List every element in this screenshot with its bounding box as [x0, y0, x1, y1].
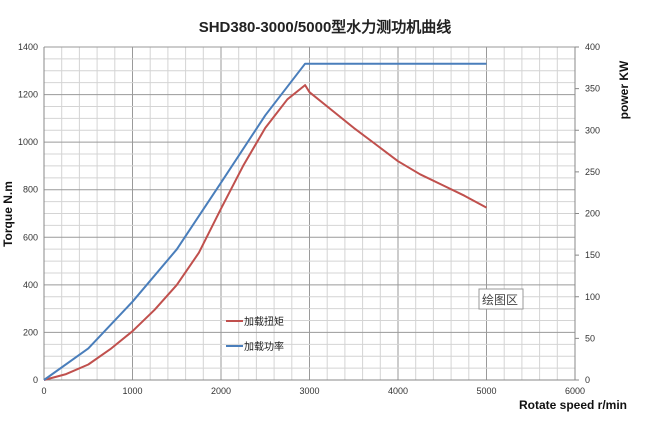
chart-title: SHD380-3000/5000型水力测功机曲线	[199, 18, 452, 36]
x-tick-label: 4000	[388, 386, 408, 396]
y2-tick-label: 350	[585, 84, 600, 94]
plot-area-tooltip: 绘图区	[478, 288, 524, 310]
y2-tick-label: 300	[585, 125, 600, 135]
tooltip-box	[478, 288, 524, 310]
y2-axis-label: power KW	[617, 60, 631, 119]
legend: 加载扭矩 加载功率	[226, 315, 284, 353]
series-line-power	[43, 62, 487, 381]
y-axis-label: Torque N.m	[1, 181, 15, 247]
y-tick-label: 0	[33, 375, 38, 385]
y-tick-label: 600	[23, 232, 38, 242]
y2-tick-label: 50	[585, 333, 595, 343]
x-tick-label: 0	[41, 386, 46, 396]
x-axis-label: Rotate speed r/min	[519, 398, 627, 412]
y-tick-label: 1000	[18, 137, 38, 147]
x-tick-label: 5000	[476, 386, 496, 396]
y-tick-label: 400	[23, 280, 38, 290]
y2-tick-label: 250	[585, 167, 600, 177]
x-tick-label: 1000	[122, 386, 142, 396]
y2-tick-label: 200	[585, 209, 600, 219]
series-line-torque	[43, 84, 487, 381]
y2-tick-label: 150	[585, 250, 600, 260]
x-tick-label: 6000	[565, 386, 585, 396]
legend-label-torque: 加载扭矩	[244, 315, 284, 328]
x-tick-label: 3000	[299, 386, 319, 396]
y2-tick-label: 0	[585, 375, 590, 385]
tooltip-text: 绘图区	[482, 292, 518, 307]
x-tick-label: 2000	[211, 386, 231, 396]
y-tick-label: 200	[23, 327, 38, 337]
y2-tick-label: 400	[585, 42, 600, 52]
y-tick-label: 800	[23, 185, 38, 195]
y-tick-label: 1200	[18, 90, 38, 100]
y2-tick-label: 100	[585, 292, 600, 302]
legend-label-power: 加载功率	[244, 340, 284, 353]
y-tick-label: 1400	[18, 42, 38, 52]
